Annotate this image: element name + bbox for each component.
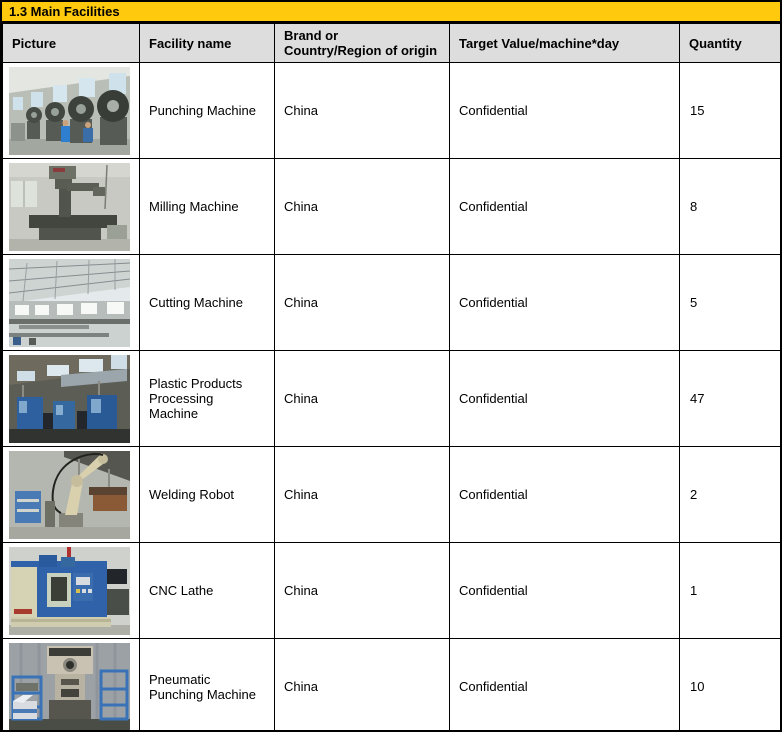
table-header-row: Picture Facility name Brand or Country/R… — [2, 23, 780, 63]
picture-cell — [2, 446, 140, 543]
column-header-origin: Brand or Country/Region of origin — [274, 23, 450, 63]
section-title: 1.3 Main Facilities — [9, 4, 120, 19]
cutting-machine-workshop-photo — [9, 258, 130, 347]
facilities-table: Picture Facility name Brand or Country/R… — [2, 23, 780, 730]
table-row: Milling Machine China Confidential 8 — [2, 158, 780, 255]
cnc-lathe-photo — [9, 546, 130, 635]
target-value-cell: Confidential — [449, 446, 680, 543]
target-value-cell: Confidential — [449, 542, 680, 639]
target-value-cell: Confidential — [449, 158, 680, 255]
quantity-cell: 47 — [679, 350, 780, 447]
origin-cell: China — [274, 350, 450, 447]
milling-machine-photo — [9, 162, 130, 251]
origin-cell: China — [274, 446, 450, 543]
facility-name-cell: Milling Machine — [139, 158, 275, 255]
origin-cell: China — [274, 638, 450, 730]
picture-cell — [2, 638, 140, 730]
facility-name-cell: Welding Robot — [139, 446, 275, 543]
facility-name-cell: Punching Machine — [139, 62, 275, 159]
pneumatic-punching-machine-photo — [9, 642, 130, 730]
facility-name-cell: CNC Lathe — [139, 542, 275, 639]
facility-name-cell: Cutting Machine — [139, 254, 275, 351]
column-header-facility-name: Facility name — [139, 23, 275, 63]
table-row: Plastic Products Processing Machine Chin… — [2, 350, 780, 447]
quantity-cell: 15 — [679, 62, 780, 159]
punching-machine-factory-photo — [9, 66, 130, 155]
table-row: Punching Machine China Confidential 15 — [2, 62, 780, 159]
origin-cell: China — [274, 62, 450, 159]
quantity-cell: 2 — [679, 446, 780, 543]
column-header-picture: Picture — [2, 23, 140, 63]
section-title-bar: 1.3 Main Facilities — [2, 2, 780, 23]
plastic-products-processing-machine-photo — [9, 354, 130, 443]
origin-cell: China — [274, 158, 450, 255]
column-header-quantity: Quantity — [679, 23, 780, 63]
table-row: Cutting Machine China Confidential 5 — [2, 254, 780, 351]
origin-cell: China — [274, 542, 450, 639]
facility-name-cell: Pneumatic Punching Machine — [139, 638, 275, 730]
quantity-cell: 1 — [679, 542, 780, 639]
target-value-cell: Confidential — [449, 638, 680, 730]
column-header-target-value: Target Value/machine*day — [449, 23, 680, 63]
facility-name-cell: Plastic Products Processing Machine — [139, 350, 275, 447]
target-value-cell: Confidential — [449, 62, 680, 159]
target-value-cell: Confidential — [449, 350, 680, 447]
origin-cell: China — [274, 254, 450, 351]
picture-cell — [2, 62, 140, 159]
picture-cell — [2, 350, 140, 447]
picture-cell — [2, 542, 140, 639]
quantity-cell: 8 — [679, 158, 780, 255]
quantity-cell: 10 — [679, 638, 780, 730]
welding-robot-photo — [9, 450, 130, 539]
table-row: Pneumatic Punching Machine China Confide… — [2, 638, 780, 730]
picture-cell — [2, 254, 140, 351]
picture-cell — [2, 158, 140, 255]
quantity-cell: 5 — [679, 254, 780, 351]
table-row: Welding Robot China Confidential 2 — [2, 446, 780, 543]
table-row: CNC Lathe China Confidential 1 — [2, 542, 780, 639]
target-value-cell: Confidential — [449, 254, 680, 351]
